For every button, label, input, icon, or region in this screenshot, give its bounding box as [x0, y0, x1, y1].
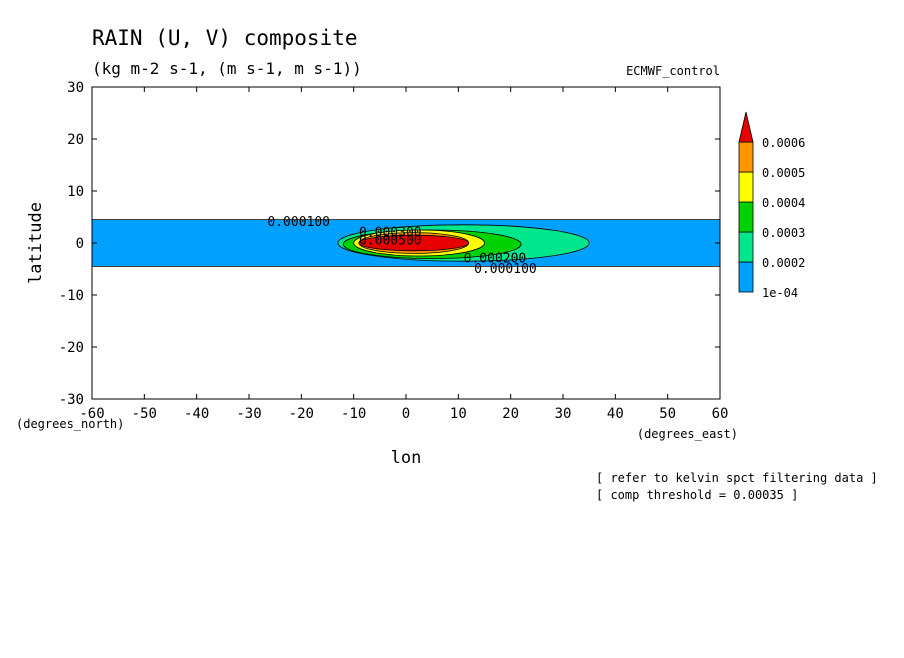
x-tick-label-30: 30	[555, 406, 572, 422]
y-tick-label-30: 30	[67, 80, 84, 96]
colorbar-label-1: 0.0002	[762, 256, 805, 270]
colorbar-segment-2	[738, 201, 754, 233]
x-tick-label--60: -60	[79, 406, 104, 422]
colorbar-segment-1	[738, 231, 754, 263]
contour-label-3: 0.000200	[464, 252, 527, 267]
colorbar-segment-0	[738, 261, 754, 293]
colorbar-label-2: 0.0003	[762, 226, 805, 240]
colorbar-label-4: 0.0005	[762, 166, 805, 180]
contour-band-0.0006	[358, 234, 470, 252]
contour-label-1: 0.000300	[359, 226, 422, 241]
chart-title: RAIN (U, V) composite	[92, 26, 358, 50]
note-threshold: [ comp threshold = 0.00035 ]	[596, 488, 798, 502]
contour-line-layer	[92, 219, 720, 267]
colorbar-segment-3	[738, 171, 754, 203]
colorbar-label-3: 0.0004	[762, 196, 805, 210]
note-filtering: [ refer to kelvin spct filtering data ]	[596, 471, 878, 485]
x-tick-label-60: 60	[712, 406, 729, 422]
colorbar-label-0: 1e-04	[762, 286, 798, 300]
x-axis-title: lon	[391, 448, 422, 468]
chart-units: (kg m-2 s-1, (m s-1, m s-1))	[92, 59, 362, 78]
contour-label-0: 0.000100	[267, 215, 330, 230]
x-tick-label--40: -40	[184, 406, 209, 422]
x-tick-label--50: -50	[132, 406, 157, 422]
model-label: ECMWF_control	[626, 64, 720, 78]
contour-label-4: 0.000100	[474, 262, 537, 277]
y-unit-label: (degrees_north)	[16, 417, 124, 431]
colorbar-extend-arrow	[738, 111, 754, 143]
x-tick-label--30: -30	[236, 406, 261, 422]
y-tick-label-10: 10	[67, 184, 84, 200]
y-tick-label-0: 0	[76, 236, 84, 252]
x-tick-label-40: 40	[607, 406, 624, 422]
x-tick-label--10: -10	[341, 406, 366, 422]
colorbar: 1e-04 0.0002 0.0003 0.0004 0.0005 0.0006	[738, 111, 805, 300]
y-tick-label--10: -10	[59, 288, 84, 304]
y-axis-title: latitude	[26, 202, 46, 284]
axis-ticks: -60 -50 -40 -30 -20 -10 0 10 20 30 40 50 60 -30 -20 -10…	[59, 80, 729, 422]
x-tick-label-0: 0	[402, 406, 410, 422]
y-tick-label-20: 20	[67, 132, 84, 148]
x-tick-label-20: 20	[502, 406, 519, 422]
contour-label-2: 0.000500	[359, 233, 422, 248]
colorbar-segment-4	[738, 141, 754, 173]
colorbar-label-5: 0.0006	[762, 136, 805, 150]
x-tick-label--20: -20	[289, 406, 314, 422]
y-tick-label--30: -30	[59, 392, 84, 408]
y-tick-label--20: -20	[59, 340, 84, 356]
x-tick-label-10: 10	[450, 406, 467, 422]
x-tick-label-50: 50	[659, 406, 676, 422]
x-unit-label: (degrees_east)	[637, 427, 738, 441]
contour-fill-layer	[92, 219, 720, 267]
